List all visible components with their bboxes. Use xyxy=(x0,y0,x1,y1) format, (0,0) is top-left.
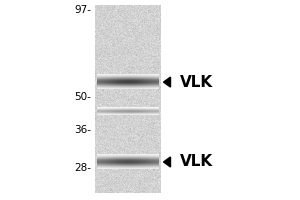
Text: VLK: VLK xyxy=(180,154,213,169)
Text: 36-: 36- xyxy=(74,125,92,135)
Polygon shape xyxy=(164,77,170,87)
Text: VLK: VLK xyxy=(180,75,213,90)
Text: 28-: 28- xyxy=(74,163,92,173)
Polygon shape xyxy=(164,157,170,167)
Text: 50-: 50- xyxy=(75,92,92,102)
Text: 97-: 97- xyxy=(74,5,92,15)
